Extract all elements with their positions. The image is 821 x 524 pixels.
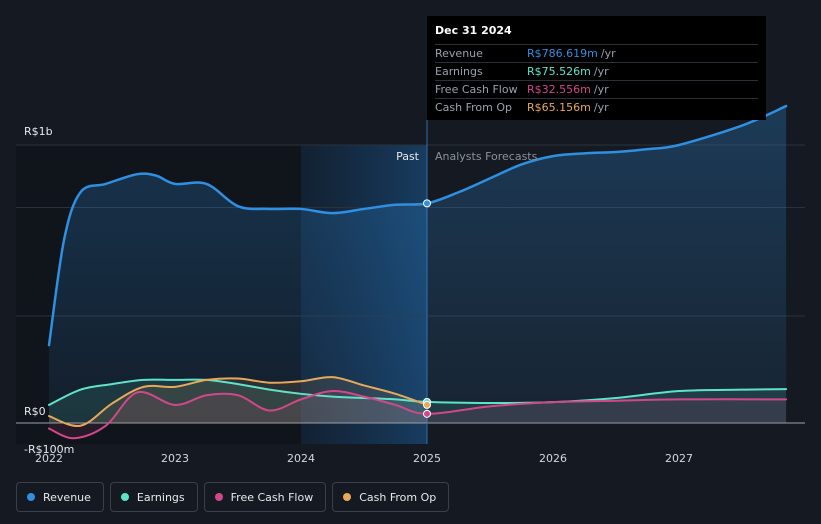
tooltip-row-unit: /yr (593, 65, 609, 78)
tooltip-row-value: R$786.619m (527, 47, 598, 60)
tooltip-row-unit: /yr (593, 101, 609, 114)
series-markers (423, 199, 431, 418)
past-label: Past (396, 150, 420, 163)
cash-from-op-area (49, 377, 427, 427)
free-cash-flow-area (49, 390, 787, 439)
tooltip-row-value: R$75.526m (527, 65, 591, 78)
legend-dot-icon (343, 493, 352, 501)
tooltip-row-value: R$32.556m (527, 83, 591, 96)
x-tick-label-5: 2027 (665, 452, 693, 465)
x-tick-label-0: 2022 (35, 452, 63, 465)
earnings-area (49, 379, 787, 423)
forecast-label: Analysts Forecasts (435, 150, 538, 163)
y-tick-label-0: R$1b (24, 125, 53, 138)
legend-dot-icon (27, 493, 35, 501)
earnings-line (48, 378, 788, 406)
tooltip-row-label: Revenue (435, 47, 483, 60)
cash-from-op-marker (423, 400, 431, 409)
legend-item-free-cash-flow[interactable]: Free Cash Flow (203, 482, 327, 512)
tooltip-row-unit: /yr (593, 83, 609, 96)
series-areas (49, 106, 787, 439)
tooltip-row: Earnings R$75.526m/yr (435, 62, 758, 80)
tooltip-rows: Revenue R$786.619m/yr Earnings R$75.526m/yr… (435, 44, 758, 116)
legend-dot-icon (214, 493, 223, 501)
free-cash-flow-line (48, 390, 788, 440)
x-tick-label-3: 2025 (413, 452, 441, 465)
legend-item-cash-from-op[interactable]: Cash From Op (332, 482, 450, 512)
legend-label: Earnings (136, 490, 185, 504)
hover-tooltip: Dec 31 2024 Revenue R$786.619m/yr Earnings… (427, 16, 766, 120)
x-tick-label-1: 2023 (161, 452, 189, 465)
free-cash-flow-marker (423, 409, 431, 418)
legend-label: Cash From Op (359, 490, 437, 504)
y-tick-label-2: -R$100m (24, 443, 74, 456)
tooltip-row: Revenue R$786.619m/yr (435, 44, 758, 62)
revenue-marker (423, 199, 431, 208)
tooltip-row-value: R$65.156m (527, 101, 591, 114)
x-tick-label-4: 2026 (539, 452, 567, 465)
tooltip-row: Cash From Op R$65.156m/yr (435, 98, 758, 116)
tooltip-date: Dec 31 2024 (435, 24, 512, 37)
x-tick-label-2: 2024 (287, 452, 315, 465)
legend-dot-icon (120, 493, 129, 501)
revenue-area (49, 106, 787, 423)
series-lines (47, 104, 788, 440)
tooltip-row-label: Free Cash Flow (435, 83, 518, 96)
legend-label: Free Cash Flow (230, 490, 314, 504)
legend-item-revenue[interactable]: Revenue (16, 482, 104, 512)
cash-from-op-line (48, 376, 428, 428)
chart-legend: Revenue Earnings Free Cash Flow Cash From O… (16, 482, 450, 512)
y-tick-label-1: R$0 (24, 405, 46, 418)
revenue-line (47, 104, 788, 347)
tooltip-row-label: Earnings (435, 65, 483, 78)
legend-label: Revenue (43, 490, 91, 504)
tooltip-row: Free Cash Flow R$32.556m/yr (435, 80, 758, 98)
legend-item-earnings[interactable]: Earnings (109, 482, 198, 512)
tooltip-row-unit: /yr (600, 47, 616, 60)
tooltip-row-label: Cash From Op (435, 101, 513, 114)
